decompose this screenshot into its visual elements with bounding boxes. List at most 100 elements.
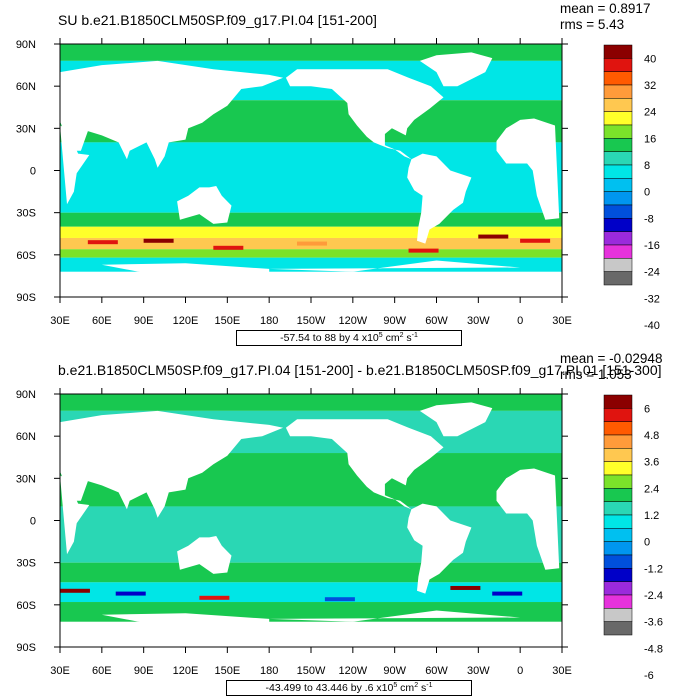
lon-tick-label: 90E xyxy=(134,665,154,677)
colorbar-segment xyxy=(603,408,633,422)
colorbar-label: 2.4 xyxy=(644,483,659,495)
longitude-axis: 30E 60E 90E 120E 150E 180 150W 120W 90W 60W 30W 0 30… xyxy=(50,38,572,327)
lon-tick-label: 30E xyxy=(552,665,572,677)
lat-tick-label: 90N xyxy=(16,39,36,51)
lon-tick-label: 90W xyxy=(383,315,406,327)
rms-label: rms = 5.43 xyxy=(560,17,625,32)
lon-tick-label: 60E xyxy=(92,315,112,327)
lon-tick-label: 180 xyxy=(260,315,278,327)
lon-tick-label: 30E xyxy=(50,665,70,677)
lon-tick-label: 30E xyxy=(552,315,572,327)
colorbar-segment xyxy=(603,461,633,476)
field-feature xyxy=(408,248,439,253)
colorbar-label: -8 xyxy=(644,213,654,225)
field-band xyxy=(60,582,562,603)
field-feature xyxy=(492,591,523,596)
colorbar-segment xyxy=(603,44,633,59)
mean-label: mean = -0.02948 xyxy=(560,351,663,366)
colorbar-label: 0 xyxy=(644,537,650,549)
lat-tick-label: 60N xyxy=(16,81,36,93)
field-feature xyxy=(199,595,230,600)
lon-tick-label: 120E xyxy=(173,665,199,677)
lon-tick-label: 30W xyxy=(467,315,490,327)
land-northAmerica xyxy=(285,69,444,160)
land-eurasia xyxy=(60,60,284,168)
contour-range-label: -43.499 to 43.446 by .6 x105 cm2 s-1 xyxy=(226,680,472,696)
top-map-panel: 90N 60N 30N 0 30S 60S 90S 30E 60E 90E 120E 150E 180… xyxy=(16,1,660,346)
land-eurasia xyxy=(60,410,284,518)
colorbar-label: -40 xyxy=(644,320,660,332)
colorbar-segment xyxy=(603,488,633,502)
colorbar-segment xyxy=(603,164,633,179)
colorbar-segment xyxy=(603,178,633,192)
colorbar-label: 1.2 xyxy=(644,510,659,522)
field-feature xyxy=(297,241,327,246)
lon-tick-label: 60E xyxy=(92,665,112,677)
colorbar-label: -2.4 xyxy=(644,590,663,602)
colorbar-segment xyxy=(603,231,633,246)
colorbar-segment xyxy=(603,151,633,166)
lat-tick-label: 90S xyxy=(16,642,36,654)
field-feature xyxy=(478,234,509,239)
lat-tick-label: 30N xyxy=(16,123,36,135)
colorbar-segment xyxy=(603,191,633,206)
lon-tick-label: 0 xyxy=(517,665,523,677)
colorbar-label: 6 xyxy=(644,403,650,415)
colorbar-segment xyxy=(603,98,633,112)
colorbar-segment xyxy=(603,608,633,622)
colorbar-label: -3.6 xyxy=(644,617,663,629)
lat-tick-label: 60S xyxy=(16,250,36,262)
colorbar-label: 3.6 xyxy=(644,457,659,469)
lon-tick-label: 150W xyxy=(297,665,326,677)
top-map-plot: 90N 60N 30N 0 30S 60S 90S 30E 60E 90E 120E 150E 180… xyxy=(16,38,660,332)
field-band xyxy=(60,506,562,563)
colorbar: 6 4.8 3.6 2.4 1.2 0 -1.2 -2.4 -3.6 -4.8 -6 xyxy=(603,394,663,682)
lon-tick-label: 0 xyxy=(517,315,523,327)
land-australia xyxy=(177,186,232,224)
field-feature xyxy=(324,597,355,602)
longitude-axis: 30E 60E 90E 120E 150E 180 150W 120W 90W 60W 30W 0 30… xyxy=(50,388,572,677)
colorbar-segment xyxy=(603,474,633,489)
colorbar-segment xyxy=(603,271,633,286)
colorbar-label: 4.8 xyxy=(644,430,659,442)
field-feature xyxy=(213,245,244,250)
land-northAmerica xyxy=(285,419,444,510)
lat-tick-label: 90N xyxy=(16,389,36,401)
colorbar-segment xyxy=(603,554,633,569)
colorbar-label: 24 xyxy=(644,107,656,119)
colorbar: 40 32 24 16 8 0 -8 -16 -24 -32 -40 xyxy=(603,44,660,332)
lon-tick-label: 120E xyxy=(173,315,199,327)
lat-tick-label: 0 xyxy=(30,516,36,528)
colorbar-label: -1.2 xyxy=(644,563,663,575)
lat-tick-label: 90S xyxy=(16,292,36,304)
field-feature xyxy=(87,240,118,245)
lon-tick-label: 60W xyxy=(425,315,448,327)
lon-tick-label: 150W xyxy=(297,315,326,327)
field-feature xyxy=(520,238,551,243)
field-feature xyxy=(143,238,174,243)
field-band xyxy=(60,142,562,213)
lat-tick-label: 60N xyxy=(16,431,36,443)
colorbar-label: -24 xyxy=(644,267,660,279)
colorbar-segment xyxy=(603,581,633,596)
land-southAmerica xyxy=(407,153,472,244)
field-band xyxy=(60,212,562,227)
lat-tick-label: 60S xyxy=(16,600,36,612)
colorbar-segment xyxy=(603,244,633,259)
land-africa xyxy=(60,468,560,570)
lat-tick-label: 30N xyxy=(16,473,36,485)
colorbar-label: 40 xyxy=(644,53,656,65)
colorbar-segment xyxy=(603,258,633,272)
lon-tick-label: 30W xyxy=(467,665,490,677)
lon-tick-label: 120W xyxy=(338,315,367,327)
colorbar-segment xyxy=(603,568,633,582)
colorbar-segment xyxy=(603,514,633,529)
rms-label: rms = 1.053 xyxy=(560,367,632,382)
lon-tick-label: 30E xyxy=(50,315,70,327)
land-antarctica xyxy=(101,260,521,297)
colorbar-label: -6 xyxy=(644,670,654,682)
colorbar-segment xyxy=(603,124,633,139)
lat-tick-label: 0 xyxy=(30,166,36,178)
land-australia xyxy=(177,536,232,574)
field-band xyxy=(60,562,562,583)
